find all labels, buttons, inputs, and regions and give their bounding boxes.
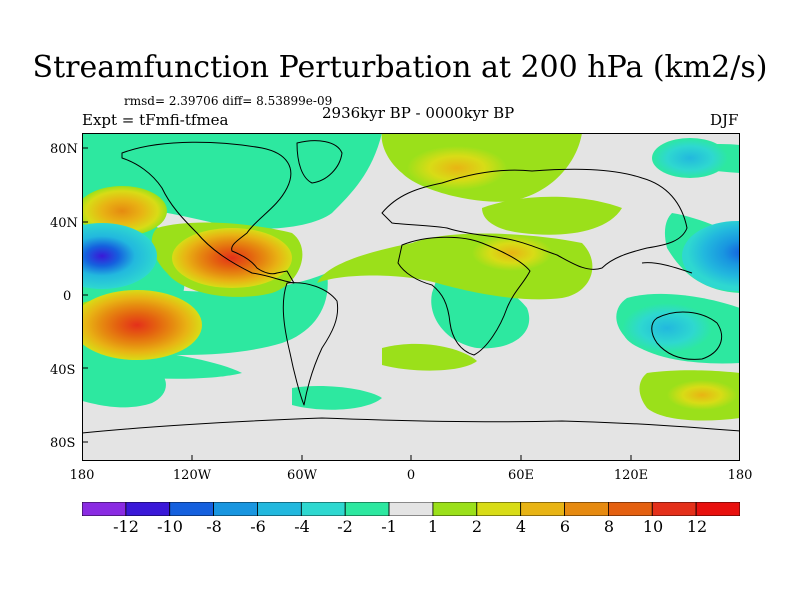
colorbar-swatch (169, 502, 215, 516)
lat-label-40s: 40S (50, 363, 76, 378)
colorbar-label: 2 (471, 517, 483, 536)
colorbar-swatch (432, 502, 478, 516)
tick-marks (82, 147, 632, 461)
colorbar-label: -2 (337, 517, 353, 536)
colorbar-swatch (651, 502, 697, 516)
colorbar-label: -8 (206, 517, 222, 536)
colorbar-label: 6 (559, 517, 571, 536)
coast-eurasia (381, 168, 688, 270)
positive-core-central-america (172, 228, 292, 288)
colorbar-label: 1 (427, 517, 439, 536)
coast-north-america (121, 141, 295, 284)
colorbar-swatch (476, 502, 522, 516)
negative-core-west (82, 223, 157, 289)
colorbar-label: -4 (294, 517, 310, 536)
lon-label-180e: 180 (727, 468, 753, 483)
colorbar-label: 8 (603, 517, 615, 536)
positive-core-arctic (407, 146, 507, 190)
season-label: DJF (710, 111, 739, 129)
colorbar-label: -1 (381, 517, 397, 536)
negative-core-arctic-east (652, 138, 728, 178)
coast-antarctica (82, 417, 740, 434)
coast-greenland (296, 140, 343, 184)
lat-label-40n: 40N (50, 216, 78, 231)
lat-label-0: 0 (63, 289, 72, 304)
colorbar-swatch (82, 502, 127, 516)
map-panel (82, 133, 740, 461)
coast-australia (651, 311, 722, 360)
colorbar-label: 10 (642, 517, 664, 536)
lon-label-120e: 120E (613, 468, 649, 483)
coast-maritime-continent (641, 262, 693, 274)
colorbar-swatch (344, 502, 390, 516)
positive-core-southern-ocean (667, 380, 737, 410)
positive-patch-south-atlantic (382, 343, 477, 371)
colorbar-label: -6 (250, 517, 266, 536)
lon-label-0: 0 (406, 468, 416, 483)
stats-line: rmsd= 2.39706 diff= 8.53899e-09 (124, 94, 333, 108)
contour-fill-layer (82, 133, 740, 461)
colorbar-label: 12 (686, 517, 708, 536)
colorbar-swatch (564, 502, 609, 516)
positive-band-asia (482, 196, 622, 235)
lon-label-120w: 120W (172, 468, 212, 483)
positive-core-arabia (472, 235, 552, 271)
coast-africa (397, 236, 531, 356)
colorbar-swatch (300, 502, 346, 516)
colorbar (82, 502, 740, 516)
colorbar-swatch (213, 502, 258, 516)
colorbar-swatch (608, 502, 653, 516)
negative-band-sw (82, 358, 166, 408)
colorbar-label: -12 (113, 517, 139, 536)
coastlines (82, 140, 740, 434)
negative-patch-south-atlantic (292, 386, 382, 410)
colorbar-swatch (520, 502, 565, 516)
colorbar-swatch (388, 502, 434, 516)
lat-label-80n: 80N (50, 142, 78, 157)
colorbar-swatch (125, 502, 171, 516)
chart-title: Streamfunction Perturbation at 200 hPa (… (32, 50, 768, 85)
lon-label-60w: 60W (287, 468, 317, 483)
positive-core-south-pacific (82, 290, 202, 360)
coast-south-america (282, 282, 339, 406)
experiment-label: Expt = tFmfi-tfmea (82, 111, 229, 129)
colorbar-label: 4 (515, 517, 527, 536)
period-label: 2936kyr BP - 0000kyr BP (322, 104, 515, 122)
colorbar-swatch (257, 502, 302, 516)
colorbar-swatch (695, 502, 740, 516)
lat-label-80s: 80S (50, 436, 76, 451)
negative-core-australia (622, 303, 712, 353)
colorbar-label: -10 (157, 517, 183, 536)
negative-core-east (682, 221, 740, 291)
lon-label-60e: 60E (507, 468, 535, 483)
lon-label-180w: 180 (69, 468, 95, 483)
